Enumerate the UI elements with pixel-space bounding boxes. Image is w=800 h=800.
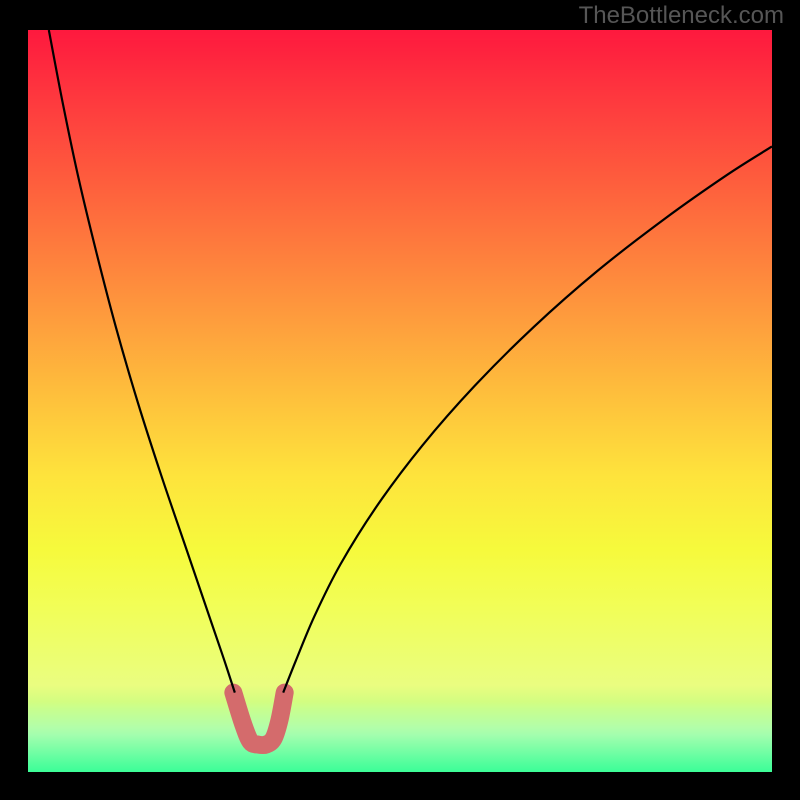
gradient-background	[28, 30, 772, 772]
frame-right	[772, 0, 800, 800]
plot-area	[28, 30, 772, 772]
chart-svg	[28, 30, 772, 772]
watermark-text: TheBottleneck.com	[579, 2, 784, 30]
frame-left	[0, 0, 28, 800]
frame-bottom	[0, 772, 800, 800]
